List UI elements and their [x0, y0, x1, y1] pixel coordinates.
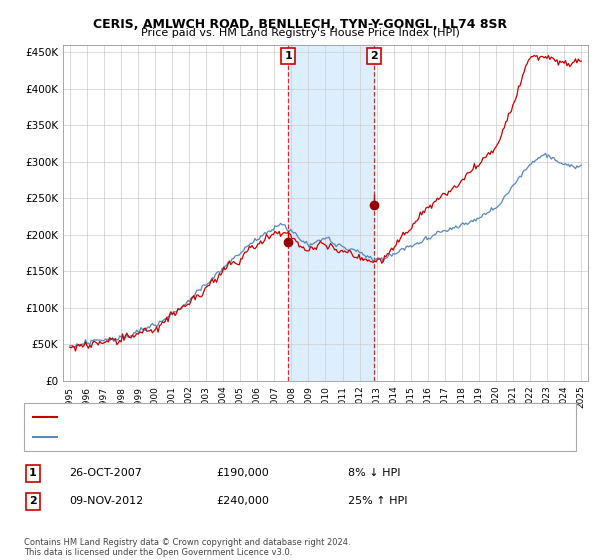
Text: £190,000: £190,000: [216, 468, 269, 478]
Text: 2: 2: [371, 51, 378, 60]
Text: 2: 2: [29, 496, 37, 506]
Bar: [289, 45, 374, 381]
Text: 26-OCT-2007: 26-OCT-2007: [69, 468, 142, 478]
Text: HPI: Average price, detached house, Isle of Anglesey: HPI: Average price, detached house, Isle…: [63, 432, 338, 442]
Text: CERIS, AMLWCH ROAD, BENLLECH, TYN-Y-GONGL, LL74 8SR: CERIS, AMLWCH ROAD, BENLLECH, TYN-Y-GONG…: [93, 18, 507, 31]
Text: 1: 1: [284, 51, 292, 60]
Text: 8% ↓ HPI: 8% ↓ HPI: [348, 468, 401, 478]
Text: CERIS, AMLWCH ROAD, BENLLECH, TYN-Y-GONGL, LL74 8SR (detached house): CERIS, AMLWCH ROAD, BENLLECH, TYN-Y-GONG…: [63, 412, 467, 422]
Text: Contains HM Land Registry data © Crown copyright and database right 2024.
This d: Contains HM Land Registry data © Crown c…: [24, 538, 350, 557]
Text: £240,000: £240,000: [216, 496, 269, 506]
Text: 25% ↑ HPI: 25% ↑ HPI: [348, 496, 407, 506]
Text: 09-NOV-2012: 09-NOV-2012: [69, 496, 143, 506]
Text: Price paid vs. HM Land Registry's House Price Index (HPI): Price paid vs. HM Land Registry's House …: [140, 28, 460, 38]
Text: 1: 1: [29, 468, 37, 478]
